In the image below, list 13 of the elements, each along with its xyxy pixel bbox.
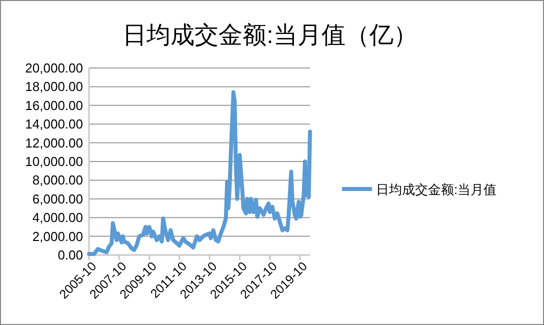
y-tick-label: 8,000.00 xyxy=(32,172,83,188)
y-tick-label: 6,000.00 xyxy=(32,191,83,206)
y-tick-label: 0.00 xyxy=(58,248,83,262)
y-tick-label: 14,000.00 xyxy=(25,116,83,132)
y-tick-label: 16,000.00 xyxy=(25,98,83,113)
y-tick-label: 10,000.00 xyxy=(25,154,83,169)
chart-title: 日均成交金额:当月值（亿） xyxy=(122,22,418,49)
y-tick-label: 20,000.00 xyxy=(25,60,83,76)
y-tick-label: 4,000.00 xyxy=(32,210,83,226)
y-tick-label: 18,000.00 xyxy=(25,79,83,94)
legend-label: 日均成交金额:当月值 xyxy=(376,182,497,197)
y-tick-label: 2,000.00 xyxy=(32,228,83,244)
y-tick-label: 12,000.00 xyxy=(25,135,83,150)
